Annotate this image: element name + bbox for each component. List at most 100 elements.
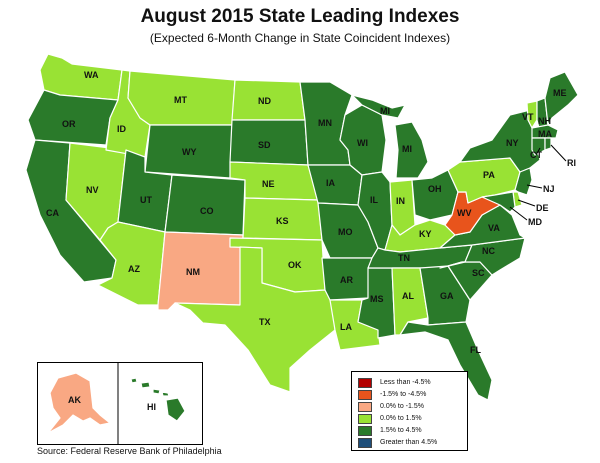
state-OR xyxy=(27,89,119,146)
state-MI xyxy=(394,121,429,179)
state-MA xyxy=(531,124,559,139)
label-nm: NM xyxy=(186,267,200,277)
legend-row: 1.5% to 4.5% xyxy=(358,425,467,436)
label-md: MD xyxy=(528,217,542,227)
legend-label: -1.5% to -4.5% xyxy=(380,391,427,398)
legend-swatch xyxy=(358,413,372,424)
legend-row: 0.0% to -1.5% xyxy=(358,401,467,412)
label-ne: NE xyxy=(262,179,275,189)
label-ri: RI xyxy=(567,158,576,168)
legend-row: 0.0% to 1.5% xyxy=(358,413,467,424)
label-ny: NY xyxy=(506,138,519,148)
legend-label: 0.0% to -1.5% xyxy=(380,403,424,410)
leader-de xyxy=(517,199,536,207)
label-vt: VT xyxy=(522,112,534,122)
state-MI-upper xyxy=(351,94,406,119)
inset-map: AK HI xyxy=(47,363,186,444)
label-nj: NJ xyxy=(543,184,555,194)
leader-nj xyxy=(526,184,543,189)
label-wi: WI xyxy=(357,138,368,148)
label-de: DE xyxy=(536,203,549,213)
label-pa: PA xyxy=(483,170,495,180)
label-ak: AK xyxy=(68,395,81,405)
label-or: OR xyxy=(62,119,76,129)
state-ME xyxy=(544,71,579,126)
label-al: AL xyxy=(402,291,414,301)
legend-label: Greater than 4.5% xyxy=(380,439,438,446)
label-ca: CA xyxy=(46,208,59,218)
label-tn: TN xyxy=(398,253,410,263)
state-TX xyxy=(174,246,336,393)
label-ut: UT xyxy=(140,195,152,205)
state-HI-5 xyxy=(165,397,186,422)
label-sc: SC xyxy=(472,268,485,278)
state-NJ xyxy=(514,167,533,196)
leader-ct xyxy=(535,147,541,156)
label-mo: MO xyxy=(338,227,353,237)
label-ms: MS xyxy=(370,294,384,304)
state-HI-3 xyxy=(152,388,161,395)
label-co: CO xyxy=(200,206,214,216)
label-tx: TX xyxy=(259,317,271,327)
state-MD xyxy=(481,191,516,213)
label-sd: SD xyxy=(258,140,271,150)
label-az: AZ xyxy=(128,264,140,274)
legend-swatch xyxy=(358,425,372,436)
state-HI-4 xyxy=(161,391,170,397)
label-fl: FL xyxy=(470,345,481,355)
legend-swatch xyxy=(358,377,372,388)
label-ia: IA xyxy=(326,178,336,188)
label-ct: CT xyxy=(530,150,542,160)
label-ma: MA xyxy=(538,129,552,139)
state-HI-1 xyxy=(130,377,138,384)
state-FL xyxy=(399,321,493,401)
label-id: ID xyxy=(117,124,127,134)
state-AK xyxy=(47,372,111,434)
label-wy: WY xyxy=(182,147,197,157)
label-nv: NV xyxy=(86,185,99,195)
legend-swatch xyxy=(358,437,372,448)
label-nh: NH xyxy=(538,116,551,126)
label-wa: WA xyxy=(84,70,99,80)
map-title: August 2015 State Leading Indexes xyxy=(140,6,460,27)
legend-row: -1.5% to -4.5% xyxy=(358,389,467,400)
state-RI xyxy=(544,137,552,151)
map-subtitle: (Expected 6-Month Change in State Coinci… xyxy=(149,31,451,45)
label-ks: KS xyxy=(276,216,289,226)
legend-label: Less than -4.5% xyxy=(380,379,431,386)
label-mi-upper: MI xyxy=(380,106,390,116)
label-oh: OH xyxy=(428,184,442,194)
legend-label: 1.5% to 4.5% xyxy=(380,427,422,434)
label-ky: KY xyxy=(419,229,432,239)
label-nc: NC xyxy=(482,246,495,256)
label-il: IL xyxy=(370,195,379,205)
state-HI-2 xyxy=(140,381,151,389)
label-hi: HI xyxy=(147,402,156,412)
state-NC xyxy=(439,237,526,276)
legend-label: 0.0% to 1.5% xyxy=(380,415,422,422)
source-note: Source: Federal Reserve Bank of Philadel… xyxy=(37,446,222,456)
legend-row: Greater than 4.5% xyxy=(358,437,467,448)
label-me: ME xyxy=(553,88,567,98)
state-CO xyxy=(164,174,246,236)
leader-md xyxy=(509,206,528,221)
label-ga: GA xyxy=(440,291,454,301)
label-nd: ND xyxy=(258,96,271,106)
legend: Less than -4.5% -1.5% to -4.5% 0.0% to -… xyxy=(351,371,468,451)
label-mt: MT xyxy=(174,95,187,105)
legend-swatch xyxy=(358,401,372,412)
label-mn: MN xyxy=(318,118,332,128)
state-CT xyxy=(531,137,546,156)
leader-ri xyxy=(550,144,567,162)
label-ok: OK xyxy=(288,260,302,270)
inset-frame: AK HI xyxy=(37,362,203,445)
label-in: IN xyxy=(396,196,405,206)
label-wv: WV xyxy=(457,208,472,218)
label-mi: MI xyxy=(402,144,412,154)
label-ar: AR xyxy=(340,275,353,285)
state-AR xyxy=(321,257,373,301)
state-VT xyxy=(526,100,538,129)
label-la: LA xyxy=(340,322,352,332)
label-va: VA xyxy=(488,223,500,233)
